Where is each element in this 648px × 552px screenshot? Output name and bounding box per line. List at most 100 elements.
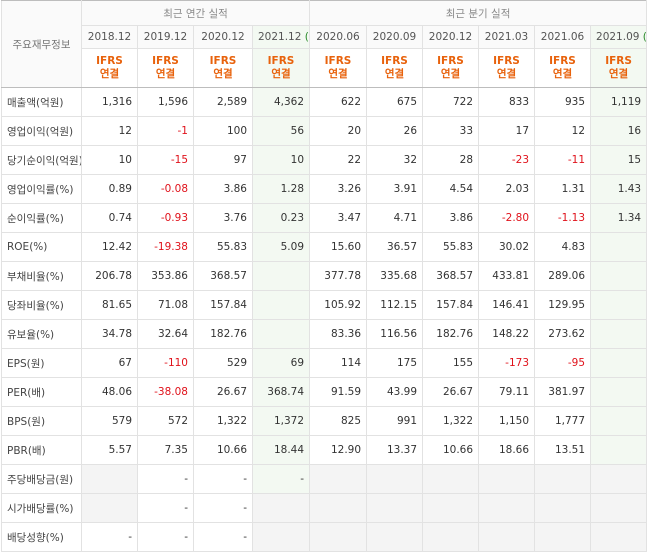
- estimate-tag: (E): [642, 31, 647, 43]
- table-cell: [590, 377, 648, 407]
- table-cell: 129.95: [534, 290, 592, 320]
- table-cell: 34.78: [81, 319, 138, 349]
- table-cell: 114: [309, 348, 368, 378]
- table-row: PBR(배) 5.57 7.35 10.66 18.44 12.90 13.37 10.66 1…: [1, 435, 648, 465]
- table-cell: 12.42: [81, 232, 138, 262]
- table-cell: -: [251, 464, 311, 494]
- consolidated-label: 연결: [384, 68, 405, 80]
- table-cell: 20: [309, 116, 368, 146]
- period-label: 2021.12: [258, 31, 302, 43]
- table-row: 배당성향(%) - - -: [1, 522, 648, 552]
- table-cell: [422, 493, 480, 523]
- table-cell: 622: [309, 87, 368, 117]
- table-row: 영업이익률(%) 0.89 -0.08 3.86 1.28 3.26 3.91 4.54 2.0…: [1, 174, 648, 204]
- table-cell: -: [137, 522, 194, 552]
- table-cell: [590, 232, 648, 262]
- table-cell: [309, 522, 368, 552]
- ifrs-label: IFRS: [324, 55, 352, 67]
- table-cell: 273.62: [534, 319, 592, 349]
- table-cell: 12: [81, 116, 138, 146]
- consolidated-label: 연결: [155, 68, 176, 80]
- table-cell: 28: [422, 145, 480, 175]
- table-cell: 3.47: [309, 203, 368, 233]
- ifrs-badge: IFRS 연결: [422, 48, 480, 88]
- table-cell: 3.86: [422, 203, 480, 233]
- table-cell: 83.36: [309, 319, 368, 349]
- ifrs-label: IFRS: [437, 55, 464, 67]
- table-cell: [251, 493, 311, 523]
- table-cell: -2.80: [478, 203, 536, 233]
- table-cell: [590, 464, 648, 494]
- table-cell: 368.57: [193, 261, 253, 291]
- table-cell: 91.59: [309, 377, 368, 407]
- table-cell: 97: [193, 145, 253, 175]
- quarter-group-header: 최근 분기 실적: [309, 0, 648, 26]
- table-cell: 935: [534, 87, 592, 117]
- table-cell: 146.41: [478, 290, 536, 320]
- table-cell: [478, 464, 536, 494]
- table-cell: 1,777: [534, 406, 592, 436]
- table-cell: 55.83: [422, 232, 480, 262]
- period-label: 2020.09: [372, 31, 417, 43]
- row-label: 순이익률(%): [1, 203, 82, 233]
- table-cell: [366, 493, 424, 523]
- table-cell: [422, 522, 480, 552]
- table-row: 부채비율(%) 206.78 353.86 368.57 377.78 335.68 368…: [1, 261, 648, 291]
- table-cell: [534, 464, 592, 494]
- table-row: PER(배) 48.06 -38.08 26.67 368.74 91.59 43.99 26…: [1, 377, 648, 407]
- table-cell: 10.66: [422, 435, 480, 465]
- annual-group-header: 최근 연간 실적: [80, 0, 311, 26]
- table-cell: -: [193, 522, 253, 552]
- table-cell: 10.66: [193, 435, 253, 465]
- table-cell: 353.86: [137, 261, 194, 291]
- table-cell: 5.09: [251, 232, 311, 262]
- table-cell: 289.06: [534, 261, 592, 291]
- table-cell: 1.43: [590, 174, 648, 204]
- table-cell: [534, 522, 592, 552]
- period-header: 2019.12: [137, 25, 194, 49]
- row-label: 유보율(%): [1, 319, 82, 349]
- table-cell: 4.71: [366, 203, 424, 233]
- table-cell: 157.84: [422, 290, 480, 320]
- period-header: 2021.06: [534, 25, 592, 49]
- row-label: ROE(%): [1, 232, 82, 262]
- table-cell: -: [193, 493, 253, 523]
- table-cell: 2.03: [478, 174, 536, 204]
- table-cell: 26.67: [193, 377, 253, 407]
- table-cell: 5.57: [81, 435, 138, 465]
- table-cell: 572: [137, 406, 194, 436]
- table-cell: [251, 522, 311, 552]
- table-cell: 69: [251, 348, 311, 378]
- row-label: 매출액(억원): [1, 87, 82, 117]
- table-cell: 175: [366, 348, 424, 378]
- table-cell: -95: [534, 348, 592, 378]
- table-cell: 3.26: [309, 174, 368, 204]
- ifrs-badge: IFRS 연결: [366, 48, 424, 88]
- table-cell: 112.15: [366, 290, 424, 320]
- period-header: 2020.12: [193, 25, 253, 49]
- table-cell: 579: [81, 406, 138, 436]
- period-label: 2020.12: [201, 31, 245, 43]
- table-cell: 377.78: [309, 261, 368, 291]
- table-cell: 48.06: [81, 377, 138, 407]
- table-cell: 30.02: [478, 232, 536, 262]
- period-label: 2021.06: [540, 31, 585, 43]
- ifrs-badge: IFRS 연결: [309, 48, 368, 88]
- period-header: 2021.12 (E): [251, 25, 311, 49]
- table-cell: 15: [590, 145, 648, 175]
- table-cell: [590, 319, 648, 349]
- table-cell: 3.76: [193, 203, 253, 233]
- table-cell: 1,316: [81, 87, 138, 117]
- table-cell: [590, 261, 648, 291]
- table-cell: 13.51: [534, 435, 592, 465]
- table-cell: 1,596: [137, 87, 194, 117]
- ifrs-badge: IFRS 연결: [81, 48, 138, 88]
- table-cell: 368.57: [422, 261, 480, 291]
- table-cell: [309, 464, 368, 494]
- table-cell: 12.90: [309, 435, 368, 465]
- table-cell: 67: [81, 348, 138, 378]
- table-cell: 3.86: [193, 174, 253, 204]
- table-cell: 15.60: [309, 232, 368, 262]
- table-cell: 991: [366, 406, 424, 436]
